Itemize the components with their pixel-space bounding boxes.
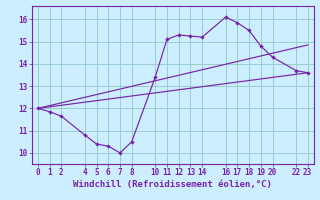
X-axis label: Windchill (Refroidissement éolien,°C): Windchill (Refroidissement éolien,°C) — [73, 180, 272, 189]
